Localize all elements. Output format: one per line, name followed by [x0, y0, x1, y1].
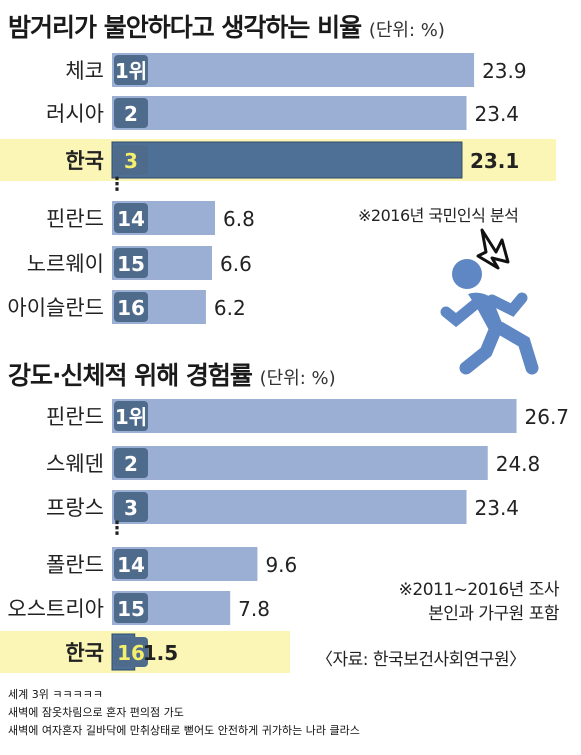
chart2-note: ※2011~2016년 조사 본인과 가구원 포함	[398, 578, 560, 626]
rank-label: 14	[117, 207, 145, 231]
rank-label: 15	[117, 252, 145, 276]
ellipsis-1: ⋮	[108, 174, 126, 195]
rank-box	[114, 448, 148, 478]
category-label: 아이슬란드	[7, 296, 104, 320]
comment-line-2: 새벽에 잠옷차림으로 혼자 편의점 가도	[8, 706, 184, 719]
chart1-note: ※2016년 국민인식 분석	[358, 206, 519, 225]
value-label: 6.6	[220, 252, 252, 276]
category-label: 핀란드	[46, 405, 104, 429]
rank-box	[114, 98, 148, 128]
category-label: 프랑스	[46, 496, 104, 520]
value-label: 24.8	[496, 452, 541, 476]
value-label: 26.7	[525, 405, 570, 429]
value-label: 23.9	[482, 59, 527, 83]
rank-label: 15	[117, 597, 145, 621]
bar-러시아	[112, 96, 467, 130]
running-person-icon	[440, 228, 539, 375]
category-label: 노르웨이	[27, 252, 104, 276]
category-label: 러시아	[46, 102, 104, 126]
value-label: 23.4	[475, 102, 520, 126]
value-label: 23.4	[475, 496, 520, 520]
rank-label: 16	[117, 296, 145, 320]
rank-box	[114, 549, 148, 579]
category-label: 스웨덴	[46, 452, 104, 476]
rank-label: 1위	[115, 59, 147, 83]
rank-box	[114, 292, 148, 322]
value-label: 7.8	[238, 597, 270, 621]
comment-line-3: 새벽에 여자혼자 길바닥에 만취상태로 뻗어도 안전하게 귀가하는 나라 클라스	[8, 724, 360, 737]
value-label: 1.5	[143, 641, 178, 665]
chart2-svg: 1위 핀란드 26.7 2 스웨덴 24.8 3 프랑스 23.4 14 폴란드 9.6 15 오스트리아…	[0, 399, 570, 673]
rank-label: 14	[117, 553, 145, 577]
bar-한국	[111, 141, 463, 179]
rank-label: 3	[124, 496, 138, 520]
rank-box	[114, 248, 148, 278]
category-label: 오스트리아	[7, 597, 104, 621]
bar-스웨덴	[112, 446, 488, 480]
rank-box	[114, 593, 148, 623]
chart1-unit: (단위: %)	[368, 20, 445, 41]
bar-프랑스	[112, 490, 467, 524]
rank-label: 2	[124, 452, 138, 476]
value-label: 6.8	[223, 207, 255, 231]
rank-label: 2	[124, 102, 138, 126]
bar-체코	[112, 53, 475, 87]
comment-line-1: 세계 3위 ㅋㅋㅋㅋㅋ	[8, 688, 103, 701]
value-label: 23.1	[470, 149, 519, 173]
chart2-note-line1: ※2011~2016년 조사	[398, 580, 560, 600]
rank-box	[114, 492, 148, 522]
rank-box	[114, 55, 148, 85]
bar-핀란드	[112, 399, 517, 433]
alarm-burst-icon	[476, 228, 510, 270]
value-label: 9.6	[265, 553, 297, 577]
chart1-svg: 1위 체코 23.9 2 러시아 23.4 3 한국 23.1 14 핀란드 6.8 15 노르웨이 6.6…	[0, 53, 556, 324]
category-label: 핀란드	[46, 207, 104, 231]
category-label: 한국	[65, 149, 104, 173]
chart2-unit: (단위: %)	[259, 368, 336, 389]
rank-label: 3	[124, 149, 138, 173]
rank-label: 1위	[115, 405, 147, 429]
value-label: 6.2	[214, 296, 246, 320]
rank-box	[114, 203, 148, 233]
ellipsis-2: ⋮	[108, 518, 126, 539]
chart2-title: 강도·신체적 위해 경험률 (단위: %)	[8, 361, 336, 390]
category-label: 한국	[65, 641, 104, 665]
rank-label: 16	[117, 641, 145, 665]
rank-box	[114, 145, 148, 175]
chart1-title: 밤거리가 불안하다고 생각하는 비율 (단위: %)	[8, 13, 445, 42]
category-label: 체코	[65, 59, 104, 83]
rank-box	[114, 401, 148, 431]
rank-box	[114, 637, 148, 667]
chart2-note-line2: 본인과 가구원 포함	[428, 604, 559, 624]
category-label: 폴란드	[46, 553, 104, 577]
source-text: 〈자료: 한국보건사회연구원〉	[316, 650, 526, 670]
